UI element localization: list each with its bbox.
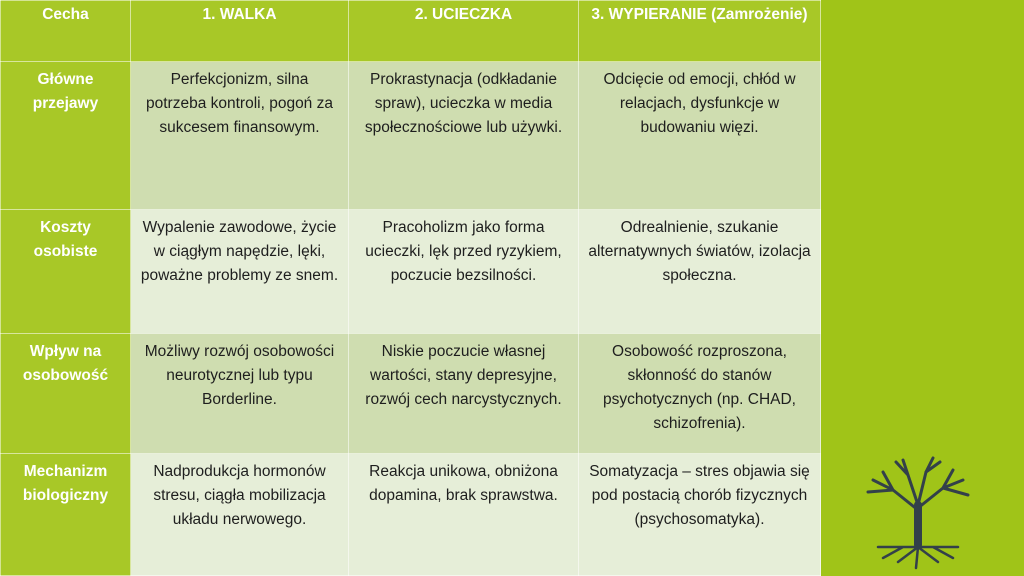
table-cell: Możliwy rozwój osobowości neurotycznej l… — [130, 332, 349, 455]
tree-icon — [866, 456, 970, 570]
feature-cell: Główne przejawy — [0, 61, 131, 211]
feature-cell: Mechanizm biologiczny — [0, 453, 131, 576]
header-cell: 3. WYPIERANIE (Zamrożenie) — [578, 0, 821, 63]
table-row: Wpływ na osobowość Możliwy rozwój osobow… — [0, 332, 821, 455]
table-row: Koszty osobiste Wypalenie zawodowe, życi… — [0, 209, 821, 334]
table-cell: Niskie poczucie własnej wartości, stany … — [348, 332, 579, 455]
table-cell: Odrealnienie, szukanie alternatywnych św… — [578, 209, 821, 334]
table-cell: Prokrastynacja (odkładanie spraw), uciec… — [348, 61, 579, 211]
table-cell: Osobowość rozproszona, skłonność do stan… — [578, 332, 821, 455]
header-cell: Cecha — [0, 0, 131, 63]
table-cell: Pracoholizm jako forma ucieczki, lęk prz… — [348, 209, 579, 334]
feature-cell: Wpływ na osobowość — [0, 332, 131, 455]
header-cell: 2. UCIECZKA — [348, 0, 579, 63]
table-cell: Somatyzacja – stres objawia się pod post… — [578, 453, 821, 576]
table-cell: Perfekcjonizm, silna potrzeba kontroli, … — [130, 61, 349, 211]
feature-cell: Koszty osobiste — [0, 209, 131, 334]
table-cell: Odcięcie od emocji, chłód w relacjach, d… — [578, 61, 821, 211]
table-cell: Wypalenie zawodowe, życie w ciągłym napę… — [130, 209, 349, 334]
header-cell: 1. WALKA — [130, 0, 349, 63]
table-cell: Reakcja unikowa, obniżona dopamina, brak… — [348, 453, 579, 576]
header-row: Cecha 1. WALKA 2. UCIECZKA 3. WYPIERANIE… — [0, 0, 821, 63]
table-row: Główne przejawy Perfekcjonizm, silna pot… — [0, 61, 821, 211]
table-cell: Nadprodukcja hormonów stresu, ciągła mob… — [130, 453, 349, 576]
comparison-table: Cecha 1. WALKA 2. UCIECZKA 3. WYPIERANIE… — [0, 0, 821, 576]
table-row: Mechanizm biologiczny Nadprodukcja hormo… — [0, 453, 821, 576]
